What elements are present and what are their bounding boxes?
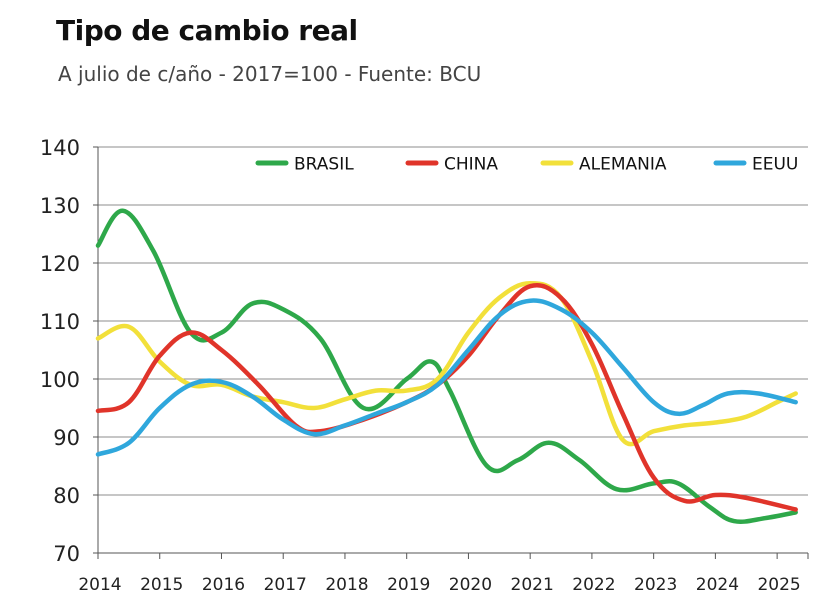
- y-tick-label: 100: [40, 368, 80, 392]
- grid-lines: [98, 146, 808, 496]
- x-tick: 2016: [202, 575, 245, 595]
- x-tick: 2021: [511, 575, 554, 595]
- series-lines: [95, 208, 798, 525]
- y-tick: 80: [53, 484, 98, 508]
- axes: [97, 147, 808, 554]
- x-tick-label: 2020: [449, 575, 492, 595]
- legend-item-eeuu: EEUU: [713, 155, 798, 175]
- x-tick-label: 2019: [387, 575, 430, 595]
- x-tick: 2017: [264, 575, 307, 595]
- x-tick: 2015: [140, 575, 183, 595]
- x-tick-label: 2015: [140, 575, 183, 595]
- x-tick-label: 2014: [78, 575, 121, 595]
- x-tick: 2014: [78, 575, 121, 595]
- y-tick: 110: [40, 310, 98, 334]
- x-tick: 2022: [572, 575, 615, 595]
- x-tick-label: 2017: [264, 575, 307, 595]
- y-tick-label: 130: [40, 194, 80, 218]
- chart-subtitle: A julio de c/año - 2017=100 - Fuente: BC…: [58, 62, 482, 86]
- x-tick-label: 2018: [325, 575, 368, 595]
- legend-item-alemania: ALEMANIA: [540, 155, 667, 175]
- y-tick: 120: [40, 252, 98, 276]
- y-tick-label: 80: [53, 484, 80, 508]
- series-line-eeuu: [95, 298, 798, 457]
- legend-label: ALEMANIA: [579, 155, 667, 175]
- x-tick-label: 2023: [634, 575, 677, 595]
- y-tick: 140: [40, 136, 98, 160]
- chart-title: Tipo de cambio real: [56, 14, 358, 47]
- x-tick: 2024: [696, 575, 739, 595]
- series-line-alemania: [95, 281, 798, 447]
- legend-label: CHINA: [444, 155, 498, 175]
- x-tick-label: 2016: [202, 575, 245, 595]
- x-tick: 2023: [634, 575, 677, 595]
- legend-item-china: CHINA: [405, 155, 498, 175]
- y-axis-ticks: 70 80 90 100 110 120 130 140: [40, 136, 98, 566]
- y-tick-label: 120: [40, 252, 80, 276]
- x-tick: 2025: [757, 575, 800, 595]
- legend-item-brasil: BRASIL: [255, 155, 354, 175]
- x-tick: 2019: [387, 575, 430, 595]
- y-tick: 130: [40, 194, 98, 218]
- x-tick: 2020: [449, 575, 492, 595]
- y-tick-label: 70: [53, 542, 80, 566]
- legend: BRASIL CHINA ALEMANIA EEUU: [255, 155, 798, 175]
- y-tick: 70: [53, 542, 98, 566]
- y-tick: 100: [40, 368, 98, 392]
- x-tick-label: 2022: [572, 575, 615, 595]
- x-axis-ticks: 2014 2015 2016 2017 2018 2019 2020 2021 2022 2023…: [78, 553, 809, 595]
- x-tick-label: 2021: [511, 575, 554, 595]
- legend-label: EEUU: [752, 155, 798, 175]
- legend-label: BRASIL: [294, 155, 354, 175]
- y-tick-label: 90: [53, 426, 80, 450]
- x-tick-label: 2025: [757, 575, 800, 595]
- x-tick-label: 2024: [696, 575, 739, 595]
- y-tick: 90: [53, 426, 98, 450]
- series-line-china: [95, 282, 798, 512]
- y-tick-label: 140: [40, 136, 80, 160]
- x-tick: 2018: [325, 575, 368, 595]
- y-tick-label: 110: [40, 310, 80, 334]
